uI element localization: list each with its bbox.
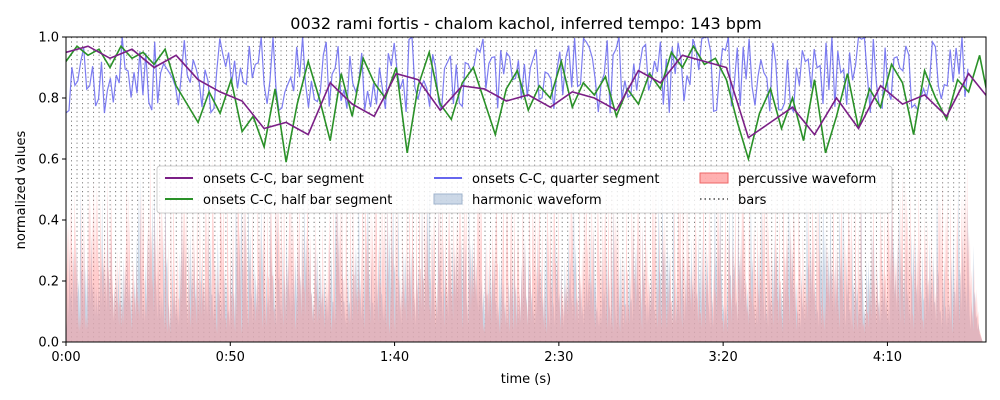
percussive-waveform-area	[66, 145, 983, 342]
legend-label-bars: bars	[738, 193, 767, 208]
x-axis-label: time (s)	[501, 372, 551, 387]
legend-label-quarter-segment: onsets C-C, quarter segment	[472, 172, 659, 187]
x-tick-label-4: 3:20	[709, 350, 738, 365]
onset-lines-layer	[66, 37, 986, 163]
waveform-layer	[66, 145, 983, 342]
y-tick-label-3: 0.6	[38, 153, 59, 168]
half-bar-segment-line	[66, 44, 986, 163]
legend: onsets C-C, bar segment onsets C-C, half…	[156, 165, 893, 214]
quarter-segment-line	[66, 37, 969, 115]
y-tick-label-4: 0.8	[38, 92, 59, 107]
plot-frame	[65, 36, 987, 343]
legend-swatch-harmonic	[433, 193, 463, 205]
legend-label-percussive: percussive waveform	[738, 172, 876, 187]
x-axis: 0:00 0:50 1:40 2:30 3:20 4:10	[51, 342, 902, 365]
bar-segment-line	[66, 45, 986, 139]
y-tick-label-5: 1.0	[38, 31, 59, 46]
y-tick-label-0: 0.0	[38, 336, 59, 351]
y-axis-label: normalized values	[14, 130, 29, 249]
x-tick-label-3: 2:30	[544, 350, 573, 365]
x-tick-label-1: 0:50	[216, 350, 245, 365]
harmonic-waveform-area	[66, 174, 983, 342]
y-tick-label-1: 0.2	[38, 275, 59, 290]
x-tick-label-0: 0:00	[51, 350, 80, 365]
chart-title: 0032 rami fortis - chalom kachol, inferr…	[290, 14, 761, 33]
x-tick-label-5: 4:10	[873, 350, 902, 365]
legend-swatch-percussive	[699, 172, 729, 184]
y-axis: 0.0 0.2 0.4 0.6 0.8 1.0	[38, 31, 66, 351]
legend-label-bar-segment: onsets C-C, bar segment	[203, 172, 364, 187]
y-tick-label-2: 0.4	[38, 214, 59, 229]
legend-label-harmonic: harmonic waveform	[472, 193, 602, 208]
x-tick-label-2: 1:40	[380, 350, 409, 365]
legend-label-half-bar-segment: onsets C-C, half bar segment	[203, 193, 392, 208]
